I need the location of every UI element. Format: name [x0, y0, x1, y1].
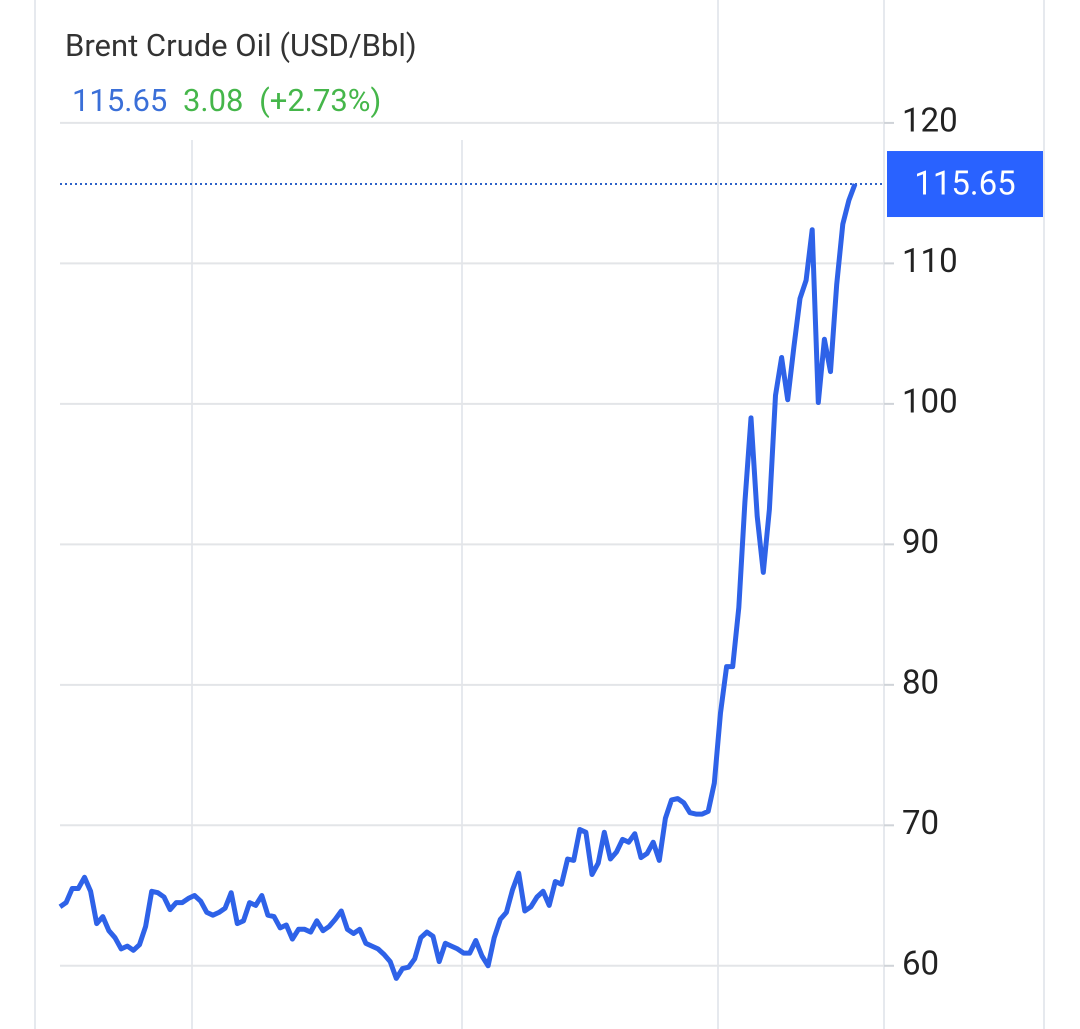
change: 3.08 — [183, 82, 243, 119]
price-line — [58, 183, 858, 981]
y-tick-label: 80 — [902, 664, 939, 703]
change-percent: (+2.73%) — [259, 82, 381, 119]
y-tick-label: 100 — [902, 383, 958, 422]
y-tick-label: 110 — [902, 242, 958, 281]
last-value-box — [887, 151, 1043, 218]
y-tick-label: 90 — [902, 523, 939, 562]
y-tick-label: 60 — [902, 945, 939, 984]
chart-title: Brent Crude Oil (USD/Bbl) — [65, 27, 417, 64]
y-tick-label: 120 — [902, 102, 958, 141]
last-value-label: 115.65 — [914, 165, 1015, 204]
y-tick-label: 70 — [902, 804, 939, 843]
vertical-grid — [34, 0, 1045, 1029]
price-line: 115.65 3.08 (+2.73%) — [72, 82, 381, 119]
last-price: 115.65 — [72, 82, 167, 119]
